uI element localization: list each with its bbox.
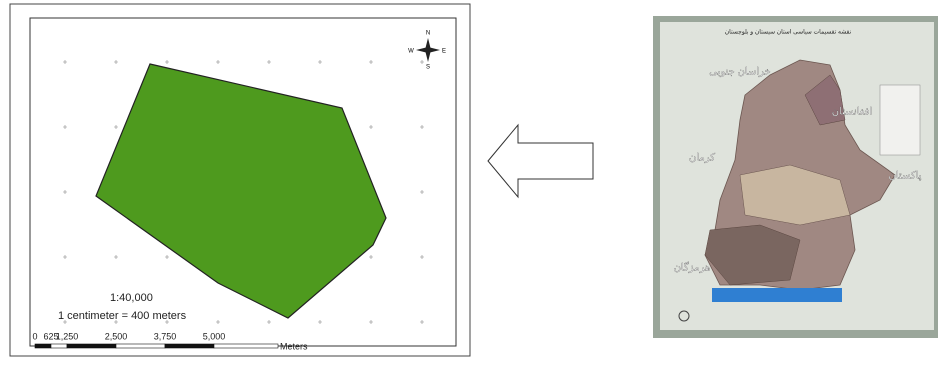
grid-cross	[114, 255, 118, 259]
grid-cross	[165, 320, 169, 324]
grid-cross	[63, 125, 67, 129]
scale-label: 3,750	[154, 331, 177, 341]
grid-cross	[369, 255, 373, 259]
grid-cross	[420, 190, 424, 194]
district	[704, 224, 801, 286]
compass-needle	[416, 47, 440, 53]
scale-unit: Meters	[280, 341, 308, 351]
grid-cross	[63, 320, 67, 324]
compass-s: S	[426, 65, 430, 71]
region-label: خراسان جنوبی	[709, 67, 771, 78]
district	[804, 74, 846, 126]
scale-label: 1,250	[56, 331, 79, 341]
grid-cross	[420, 60, 424, 64]
grid-cross	[63, 190, 67, 194]
scale-label: 5,000	[203, 331, 226, 341]
compass: N S E W	[408, 31, 446, 71]
grid-cross	[165, 60, 169, 64]
scale-label: 0	[32, 331, 37, 341]
scale-label: 2,500	[105, 331, 128, 341]
grid-cross	[369, 60, 373, 64]
region-label: افغانستان	[832, 107, 873, 118]
scale-segment	[115, 343, 166, 349]
grid-cross	[318, 60, 322, 64]
scale-segment	[50, 343, 68, 349]
compass-n: N	[426, 31, 430, 37]
grid-cross	[165, 255, 169, 259]
grid-cross	[216, 60, 220, 64]
region-label: هرمزگان	[674, 262, 711, 274]
grid-cross	[369, 125, 373, 129]
grid-cross	[369, 320, 373, 324]
grid-cross	[420, 320, 424, 324]
grid-cross	[63, 255, 67, 259]
arrow	[487, 123, 594, 199]
grid-cross	[420, 255, 424, 259]
right-compass	[678, 310, 690, 322]
grid-cross	[114, 125, 118, 129]
grid-cross	[114, 60, 118, 64]
scale-segment	[66, 343, 117, 349]
grid-cross	[420, 125, 424, 129]
grid-cross	[267, 60, 271, 64]
grid-cross	[318, 320, 322, 324]
region-label: پاکستان	[889, 171, 922, 182]
scale-segment	[34, 343, 52, 349]
right-map-title: نقشه تقسیمات سیاسی استان سیستان و بلوچست…	[725, 29, 852, 36]
sea	[712, 288, 842, 302]
grid-cross	[216, 320, 220, 324]
scale-segment	[213, 343, 279, 349]
grid-cross	[63, 60, 67, 64]
parcel-polygon	[95, 63, 387, 319]
grid-cross	[114, 320, 118, 324]
grid-cross	[267, 320, 271, 324]
region-label: کرمان	[689, 153, 715, 164]
scale-ratio: 1:40,000	[110, 292, 153, 304]
compass-e: E	[442, 49, 446, 55]
right-map-labels: خراسان جنوبی افغانستان کرمان پاکستان هرمزگان	[673, 66, 922, 274]
scale-label: 625	[43, 331, 58, 341]
compass-w: W	[408, 49, 414, 55]
scale-segment	[164, 343, 215, 349]
legend-box	[879, 84, 921, 156]
scale-text: 1 centimeter = 400 meters	[58, 310, 187, 322]
district	[739, 164, 851, 226]
